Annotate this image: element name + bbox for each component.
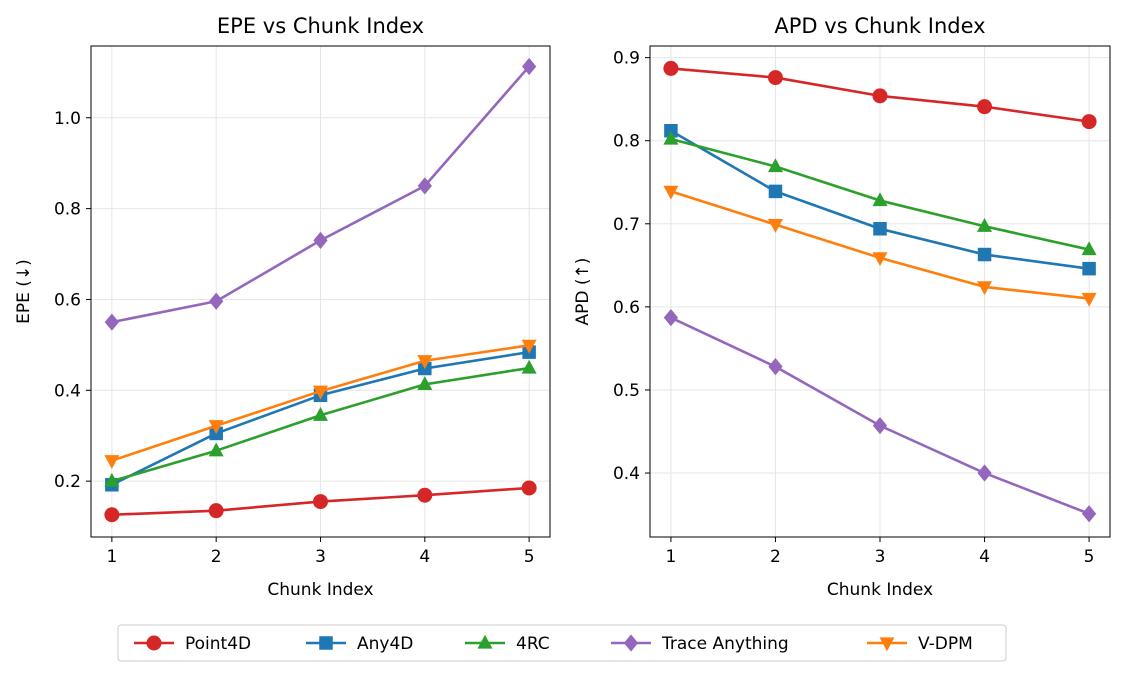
apd-4rc-point	[1081, 241, 1097, 256]
epe-trace-anything-point	[417, 177, 432, 195]
epe-x-tick-label: 5	[524, 547, 535, 567]
apd-4rc-point	[977, 218, 993, 232]
legend: Point4D Any4D 4RC Trace Anything V-DPM	[117, 624, 1007, 662]
epe-y-ticks: 0.2 0.4 0.6 0.8 1.0	[54, 109, 91, 492]
apd-4rc-point	[663, 130, 679, 145]
epe-v-dpm-point	[521, 339, 537, 354]
apd-series-layer	[663, 60, 1097, 523]
legend-v-dpm-marker	[879, 637, 895, 652]
epe-trace-anything-point	[209, 292, 224, 310]
epe-v-dpm-point	[208, 420, 224, 434]
apd-trace-anything-point	[768, 358, 783, 376]
epe-series-layer	[104, 57, 537, 523]
apd-point4d-point	[663, 60, 679, 76]
epe-4rc-point	[208, 442, 224, 457]
epe-v-dpm-point	[417, 355, 433, 370]
epe-point4d-point	[417, 487, 433, 503]
apd-point4d-point	[872, 88, 888, 104]
legend-point4d-label: Point4D	[185, 634, 251, 654]
legend-trace-anything-label: Trace Anything	[661, 634, 789, 654]
apd-4rc-point	[872, 192, 888, 207]
epe-v-dpm-point	[313, 385, 328, 400]
apd-any4d-point	[768, 184, 783, 199]
apd-x-axis-label: Chunk Index	[827, 580, 933, 600]
epe-point4d-point	[208, 503, 224, 519]
apd-chart-panel: 1 2 3 4 5 0.4 0.5 0.6 0.7 0.8 0.9 APD vs Chunk In…	[573, 14, 1111, 600]
apd-any4d-point	[873, 222, 887, 236]
legend-any4d-label: Any4D	[357, 634, 413, 654]
epe-trace-anything-point	[522, 57, 537, 76]
apd-4rc-point	[767, 158, 783, 173]
epe-x-tick-label: 2	[211, 547, 222, 567]
apd-any4d-point	[977, 247, 992, 262]
legend-box	[117, 624, 1007, 662]
apd-y-tick-label: 0.6	[613, 298, 640, 318]
apd-x-tick-label: 2	[770, 547, 781, 567]
apd-trace-anything-point	[1081, 505, 1097, 523]
apd-y-tick-label: 0.5	[613, 381, 640, 401]
apd-x-tick-label: 3	[875, 547, 886, 567]
epe-y-tick-label: 1.0	[54, 109, 81, 129]
apd-y-tick-label: 0.4	[613, 464, 640, 484]
apd-v-dpm-point	[767, 218, 783, 233]
epe-x-ticks: 1 2 3 4 5	[106, 537, 535, 567]
apd-trace-anything-point	[663, 309, 679, 327]
epe-trace-anything-point	[104, 313, 119, 331]
apd-grid	[650, 46, 1110, 537]
apd-any4d-point	[664, 123, 678, 138]
epe-point4d-point	[104, 507, 120, 523]
apd-y-tick-label: 0.7	[613, 215, 640, 235]
apd-v-dpm-point	[977, 281, 993, 296]
apd-y-axis-label: APD (↑)	[573, 258, 593, 326]
apd-point4d-point	[1081, 114, 1097, 130]
epe-4rc-point	[104, 472, 120, 487]
epe-4rc-point	[521, 359, 537, 374]
epe-chart-title: EPE vs Chunk Index	[217, 14, 424, 38]
epe-y-tick-label: 0.4	[54, 381, 81, 401]
epe-4rc-point	[417, 376, 433, 391]
apd-v-dpm-point	[872, 252, 888, 267]
apd-trace-anything-point	[977, 464, 992, 482]
apd-v-dpm-point	[663, 185, 679, 200]
epe-y-axis-label: EPE (↓)	[14, 259, 34, 324]
epe-point4d-point	[521, 480, 537, 496]
apd-chart-title: APD vs Chunk Index	[774, 14, 985, 38]
epe-y-tick-label: 0.2	[54, 472, 81, 492]
legend-4rc-label: 4RC	[516, 634, 550, 654]
epe-4rc-point	[313, 407, 328, 421]
legend-4rc-marker	[477, 634, 493, 649]
epe-point4d-point	[313, 494, 328, 510]
apd-x-tick-label: 4	[979, 547, 990, 567]
epe-v-dpm-point	[104, 455, 120, 469]
apd-x-tick-label: 5	[1084, 547, 1095, 567]
apd-v-dpm-point	[1081, 292, 1097, 307]
legend-v-dpm-label: V-DPM	[918, 634, 973, 654]
legend-point4d-marker	[146, 635, 162, 651]
epe-trace-anything-point	[313, 231, 328, 250]
epe-y-tick-label: 0.6	[54, 290, 81, 310]
epe-x-tick-label: 1	[106, 547, 117, 567]
epe-grid	[91, 46, 550, 537]
legend-trace-anything-marker	[623, 634, 639, 652]
apd-trace-anything-point	[872, 417, 888, 435]
apd-point4d-point	[977, 99, 993, 115]
epe-chart-panel: 1 2 3 4 5 0.2 0.4 0.6 0.8 1.0 EPE vs Chunk Index…	[14, 14, 551, 600]
epe-x-tick-label: 3	[315, 547, 326, 567]
epe-x-axis-label: Chunk Index	[267, 580, 373, 600]
apd-y-tick-label: 0.9	[613, 49, 640, 69]
apd-point4d-point	[767, 70, 783, 86]
apd-any4d-point	[1082, 261, 1096, 276]
apd-x-tick-label: 1	[665, 547, 676, 567]
apd-x-ticks: 1 2 3 4 5	[665, 537, 1095, 567]
apd-y-ticks: 0.4 0.5 0.6 0.7 0.8 0.9	[613, 49, 650, 484]
apd-y-tick-label: 0.8	[613, 132, 640, 152]
legend-any4d-marker	[319, 636, 333, 650]
epe-y-tick-label: 0.8	[54, 200, 81, 220]
epe-x-tick-label: 4	[419, 547, 430, 567]
